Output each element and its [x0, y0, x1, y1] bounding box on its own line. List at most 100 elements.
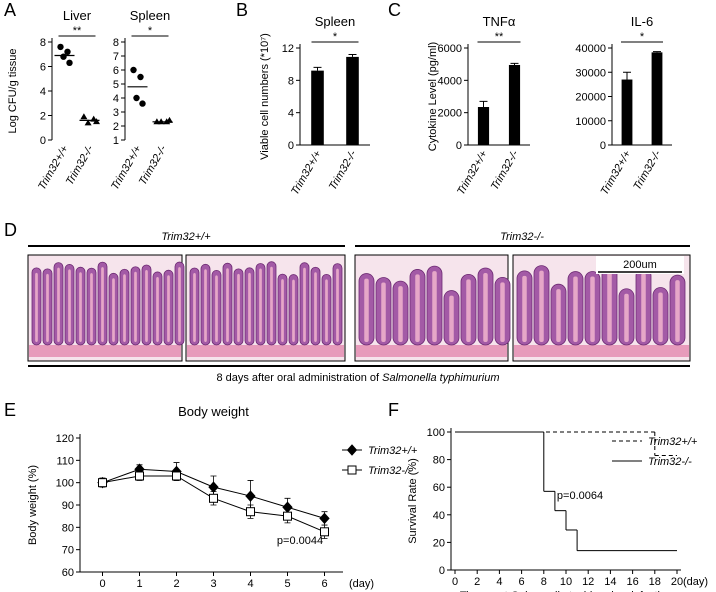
villus-core — [46, 273, 49, 342]
legend-marker — [347, 465, 357, 475]
marker — [209, 493, 218, 503]
y-axis-label: Cytokine Level (pg/ml) — [427, 42, 439, 151]
marker — [245, 490, 256, 502]
dot — [130, 66, 137, 74]
histology-panel: Trim32+/+ Trim32-/- 200um — [27, 231, 691, 367]
x-tick-label: Trim32-/- — [327, 148, 359, 192]
villus-core — [466, 279, 471, 342]
x-tick-label: Trim32+/+ — [599, 148, 634, 197]
y-tick-label: 4 — [113, 93, 119, 105]
significance-label: ** — [73, 25, 82, 37]
y-tick-label: 0 — [456, 140, 462, 152]
annotation: p=0.0044 — [277, 535, 323, 547]
dot — [133, 94, 140, 102]
x-tick-label: 6 — [519, 576, 525, 588]
y-tick-label: 110 — [56, 455, 74, 467]
group-label: Trim32-/- — [500, 231, 544, 243]
y-tick-label: 0 — [288, 140, 294, 152]
histology-caption-part: Salmonella typhimurium — [382, 372, 499, 384]
annotation: p=0.0064 — [557, 490, 603, 502]
error-bar — [510, 62, 519, 65]
villus-core — [215, 275, 218, 342]
marker — [246, 507, 255, 517]
x-tick-label: 6 — [321, 578, 327, 590]
y-tick-label: 80 — [433, 455, 445, 467]
y-axis-label: Log CFU/g tissue — [7, 49, 19, 134]
villus-core — [398, 286, 403, 342]
significance-label: * — [333, 31, 338, 43]
y-axis-label: Viable cell numbers (*10⁷) — [259, 33, 271, 160]
y-tick-label: 70 — [62, 545, 74, 557]
x-axis-label-part: Salmonella typhimurium — [511, 590, 628, 592]
y-tick-label: 40000 — [575, 43, 606, 55]
villus-core — [381, 282, 386, 342]
x-unit: (day) — [349, 578, 374, 590]
bar — [651, 52, 663, 145]
x-tick-label: 20 — [671, 576, 683, 588]
panel-label: B — [236, 0, 248, 20]
villus-core — [281, 279, 284, 342]
panel-label: D — [4, 220, 17, 240]
x-unit: (day) — [683, 576, 708, 588]
villus-core — [364, 278, 369, 342]
y-tick-label: 2000 — [438, 108, 462, 120]
villus-core — [167, 275, 170, 342]
x-tick-label: 0 — [452, 576, 458, 588]
error-bar — [313, 66, 322, 71]
bar — [477, 107, 490, 145]
x-tick-label: 2 — [474, 576, 480, 588]
x-axis-label-part: Time post — [460, 590, 511, 592]
villus-core — [248, 272, 251, 342]
panel-label: A — [4, 0, 16, 20]
y-tick-label: 4 — [288, 108, 294, 120]
dot — [64, 48, 71, 55]
villus-core — [573, 276, 578, 342]
villus-core — [303, 267, 306, 342]
legend-label: Trim32-/- — [368, 465, 412, 477]
x-tick-label: Trim32-/- — [489, 148, 521, 192]
histology-caption: 8 days after oral administration of Salm… — [216, 372, 499, 384]
x-axis-label: Time post Salmonella typhimurium infecti… — [460, 590, 672, 592]
x-tick-label: Trim32+/+ — [36, 143, 71, 192]
scale-bg — [596, 256, 684, 274]
tissue-base — [514, 345, 689, 357]
villus-core — [156, 276, 159, 342]
y-tick-label: 5 — [113, 79, 119, 91]
dot — [137, 73, 144, 81]
y-tick-label: 0 — [40, 135, 46, 147]
dot — [93, 118, 100, 125]
y-tick-label: 2 — [40, 111, 46, 123]
y-tick-label: 0 — [600, 140, 606, 152]
x-tick-label: 3 — [210, 578, 216, 590]
villus-core — [658, 292, 663, 342]
y-tick-label: 100 — [427, 427, 445, 439]
x-tick-label: 0 — [99, 578, 105, 590]
y-tick-label: 40 — [433, 510, 445, 522]
villus-core — [57, 267, 60, 342]
error-bar — [479, 100, 488, 108]
villus-core — [204, 269, 207, 342]
villus-core — [123, 274, 126, 342]
x-tick-label: 2 — [173, 578, 179, 590]
villus-core — [624, 293, 629, 342]
villus-core — [270, 266, 273, 342]
villus-core — [415, 274, 420, 342]
villus-core — [432, 271, 437, 342]
villus-core — [259, 268, 262, 342]
x-tick-label: 12 — [582, 576, 594, 588]
x-tick-label: 4 — [496, 576, 502, 588]
villus-core — [90, 273, 93, 342]
villus-core — [449, 295, 454, 342]
scale-label: 200um — [623, 259, 657, 271]
villus-core — [134, 271, 137, 342]
error-bar — [623, 71, 631, 80]
significance-label: * — [640, 31, 645, 43]
significance-label: * — [148, 25, 153, 37]
marker — [320, 527, 329, 537]
y-tick-label: 2 — [113, 121, 119, 133]
y-tick-label: 90 — [62, 500, 74, 512]
x-tick-label: 5 — [284, 578, 290, 590]
villus-core — [314, 272, 317, 342]
villus-core — [101, 267, 104, 342]
